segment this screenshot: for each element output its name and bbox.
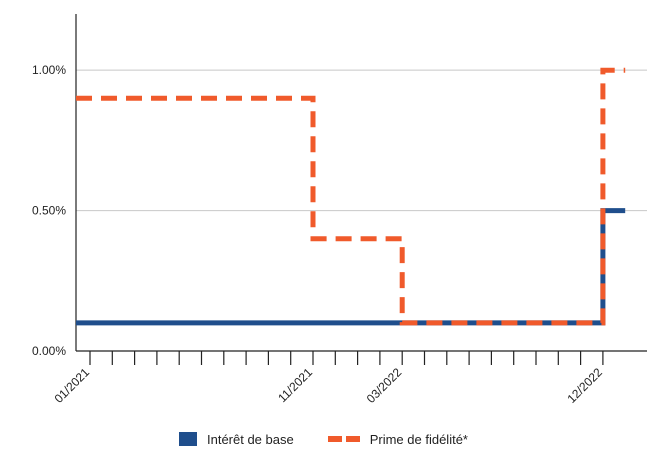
legend-label: Intérêt de base <box>206 431 294 447</box>
legend-swatch-dashed <box>327 436 360 442</box>
legend-item-loyalty-bonus: Prime de fidélité* <box>327 431 468 447</box>
x-tick-label: 03/2022 <box>364 365 405 406</box>
legend-label: Prime de fidélité* <box>369 431 468 447</box>
x-tick-label: 12/2022 <box>564 365 605 406</box>
y-tick-label: 0.00% <box>32 344 66 358</box>
y-tick-label: 0.50% <box>32 204 66 218</box>
series-line-loyalty-bonus <box>76 67 626 326</box>
y-tick-label: 1.00% <box>32 63 66 77</box>
x-tick-label: 11/2021 <box>275 365 315 405</box>
legend: Intérêt de base Prime de fidélité* <box>0 428 647 450</box>
series-line-base-interest <box>76 208 626 326</box>
legend-item-base-interest: Intérêt de base <box>178 431 294 447</box>
x-tick-label: 01/2021 <box>52 365 93 406</box>
legend-swatch-solid <box>178 432 197 446</box>
